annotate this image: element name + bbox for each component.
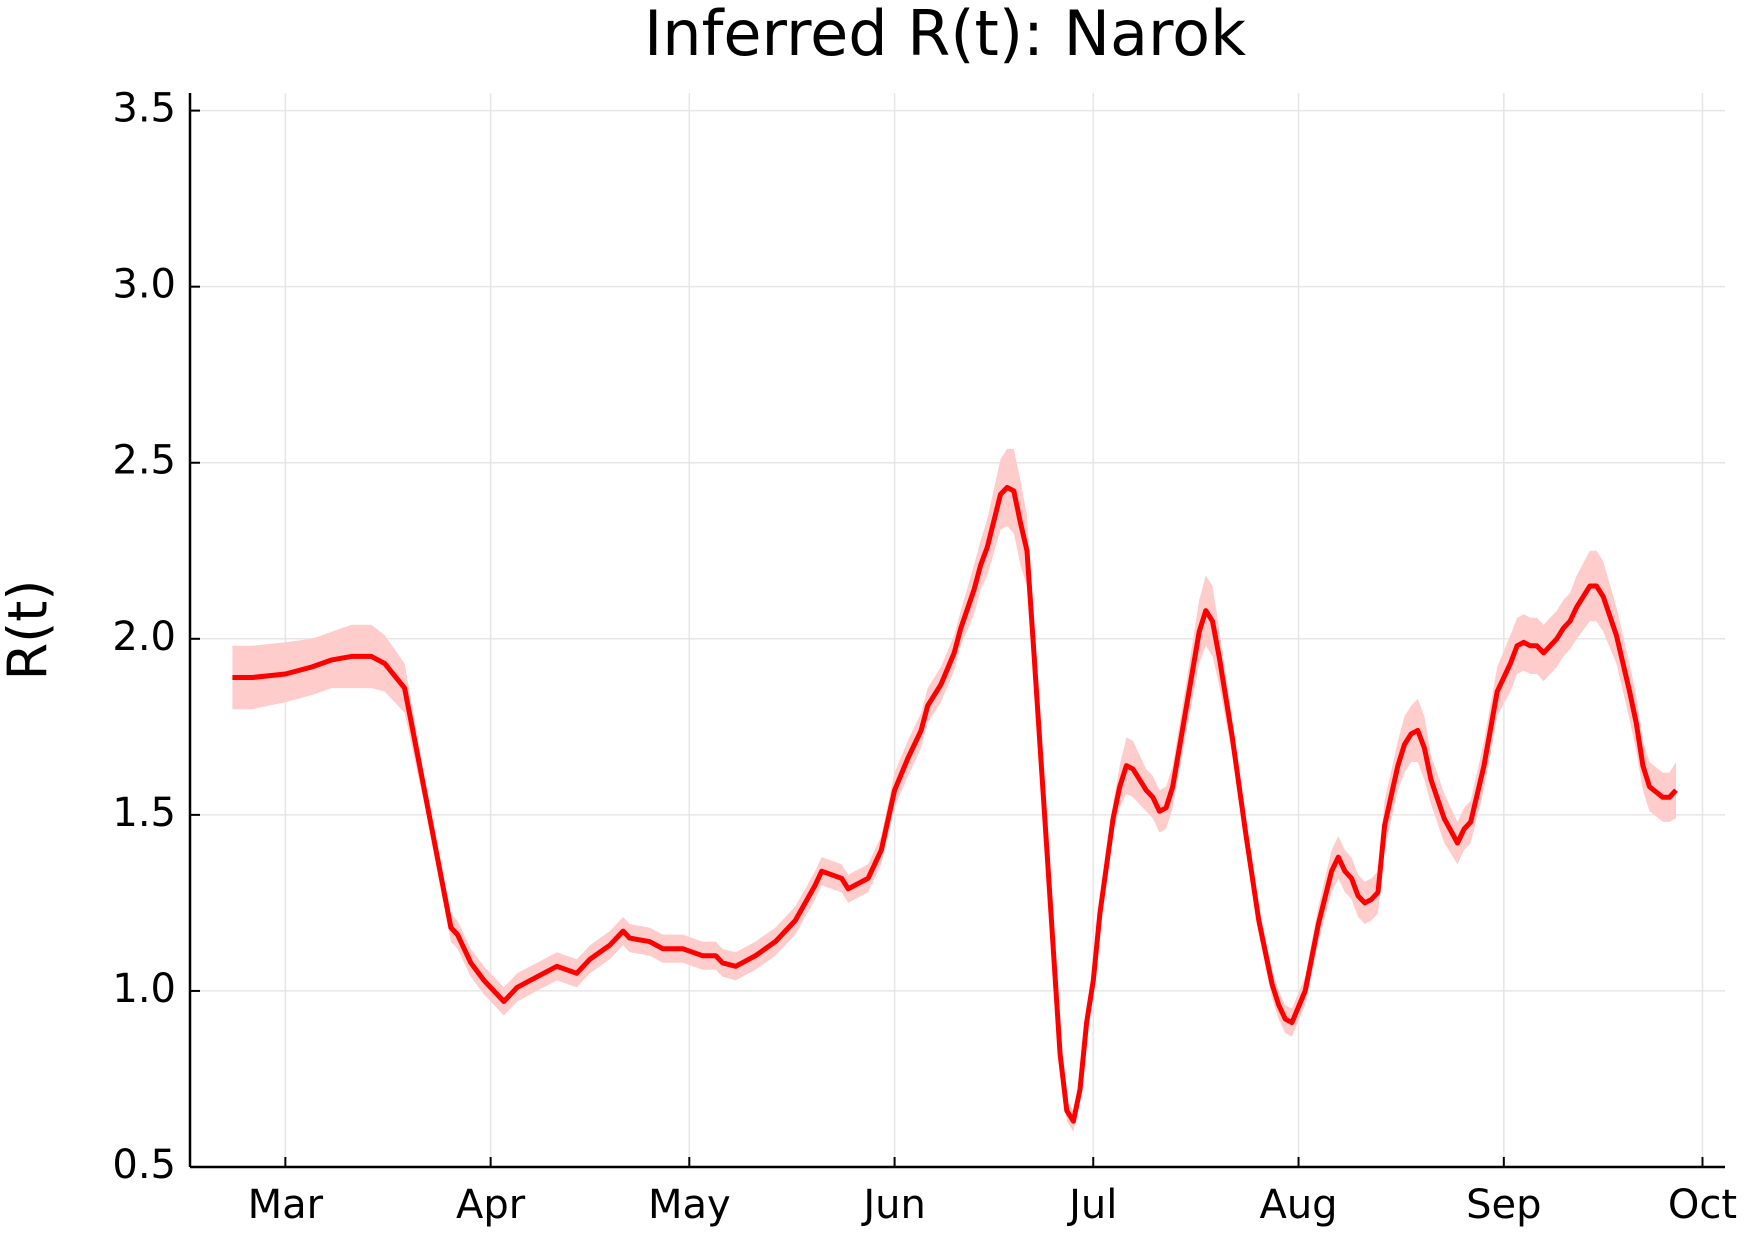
y-tick-label: 3.5: [112, 86, 176, 132]
y-tick-label: 1.0: [112, 966, 176, 1012]
r-line: [232, 484, 1678, 1124]
x-tick-label: Sep: [1466, 1182, 1541, 1228]
confidence-band: [232, 448, 1676, 1132]
x-tick-label: Jul: [1066, 1182, 1117, 1228]
x-tick-label: Oct: [1668, 1182, 1737, 1228]
x-tick-label: May: [648, 1182, 731, 1228]
y-axis-label: R(t): [0, 580, 60, 681]
y-tick-label: 2.5: [112, 438, 176, 484]
y-tick-label: 2.0: [112, 614, 176, 660]
x-tick-label: Jun: [860, 1182, 926, 1228]
y-tick-label: 1.5: [112, 790, 176, 836]
chart-title: Inferred R(t): Narok: [644, 0, 1246, 70]
x-tick-label: Apr: [456, 1182, 526, 1228]
y-tick-label: 3.0: [112, 262, 176, 308]
y-tick-label: 0.5: [112, 1142, 176, 1188]
x-tick-label: Aug: [1259, 1182, 1337, 1228]
x-tick-label: Mar: [248, 1182, 324, 1228]
